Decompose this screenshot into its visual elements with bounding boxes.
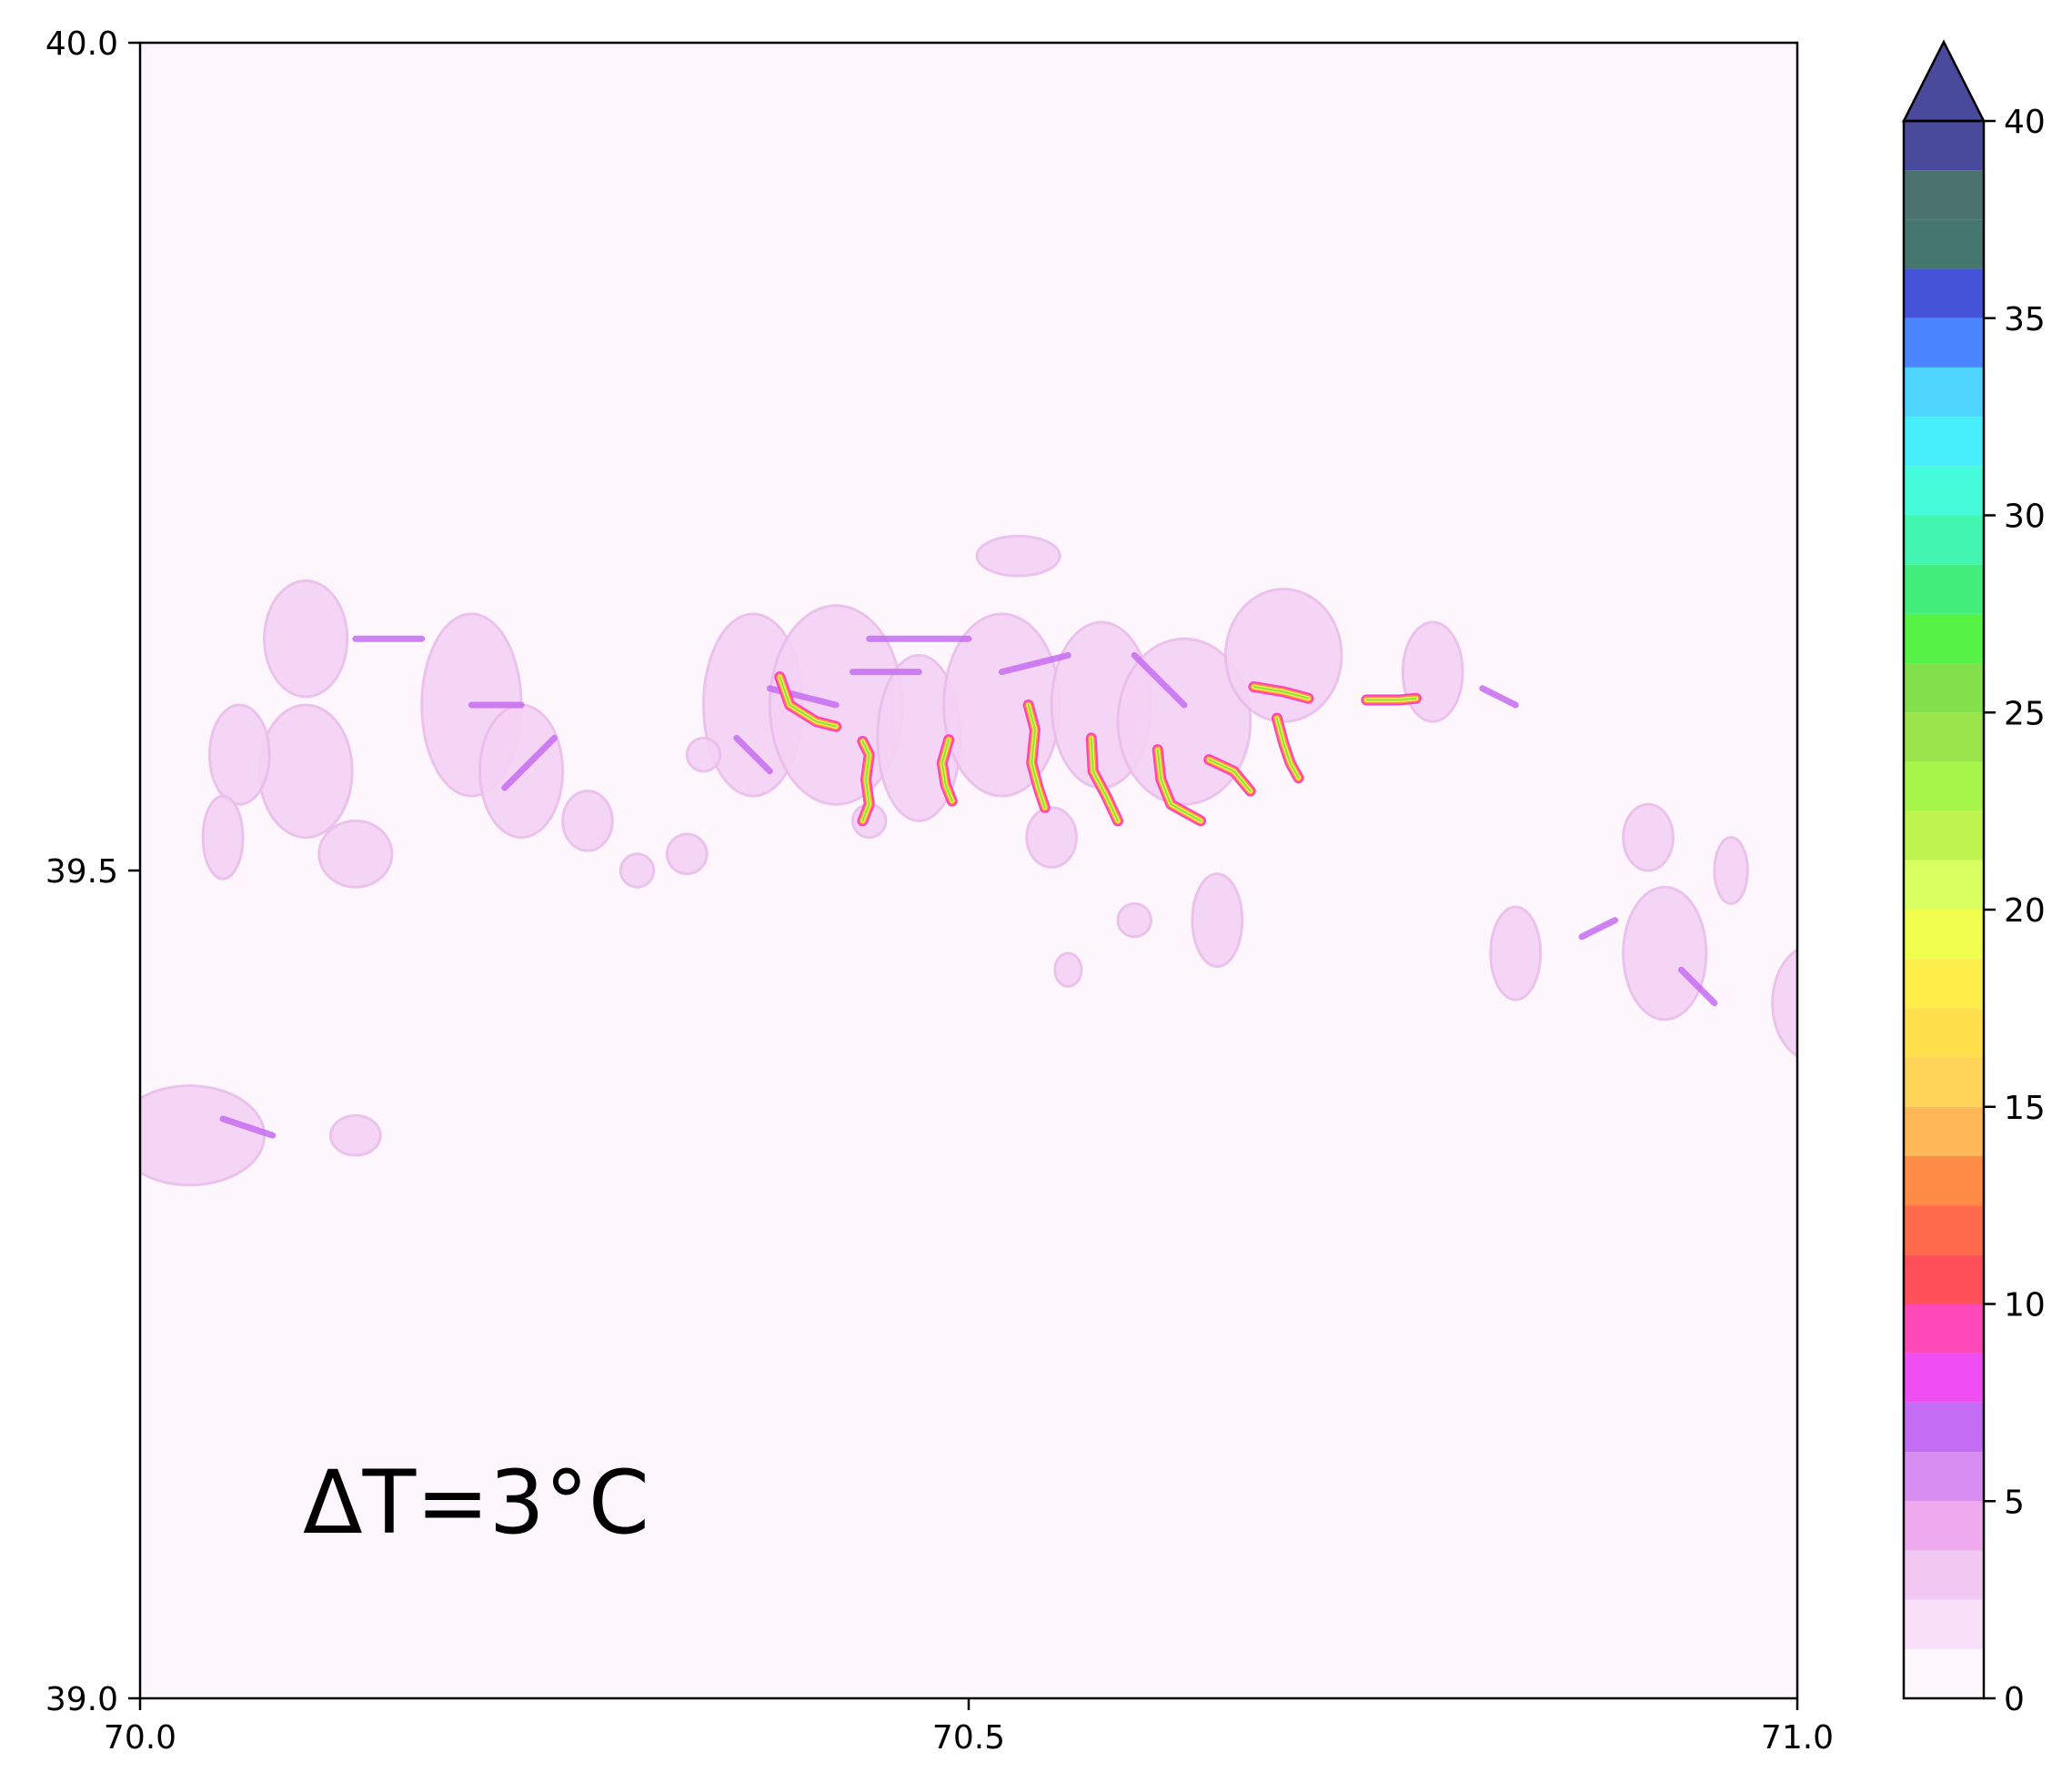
colorbar-level-17: [1904, 860, 1984, 910]
colorbar-level-30: [1904, 219, 1984, 269]
ridge-8: [1271, 712, 1304, 784]
terrain-patch-24: [1771, 948, 1797, 1058]
colorbar-tick-label-5: 20: [2004, 892, 2046, 930]
colorbar-level-20: [1904, 712, 1984, 762]
colorbar-level-16: [1904, 910, 1984, 960]
ridge-10: [1203, 754, 1256, 797]
terrain-patch-2: [257, 703, 354, 840]
colorbar-extend-arrow: [1901, 39, 1987, 123]
colorbar-tick-label-7: 30: [2004, 498, 2046, 536]
ridge-9: [1361, 692, 1422, 706]
colorbar-tick-label-2: 5: [2004, 1484, 2025, 1521]
terrain-patch-3: [317, 819, 394, 889]
streak-6: [998, 651, 1071, 676]
colorbar-tick-label-1: 0: [2004, 1681, 2025, 1718]
colorbar-level-5: [1904, 1452, 1984, 1502]
colorbar-level-6: [1904, 1402, 1984, 1453]
ridge-6: [1152, 744, 1207, 827]
terrain-patch-20: [1116, 901, 1152, 939]
terrain-patch-13: [1025, 806, 1078, 869]
streak-7: [1131, 651, 1188, 709]
ridge-2: [857, 736, 875, 827]
delta-t-annotation: ΔT=3°C: [303, 1452, 649, 1554]
colorbar-ticks: 0 5 10 15 20 25 30 35 40: [1984, 104, 2046, 1718]
colorbar-level-12: [1904, 1106, 1984, 1156]
terrain-patch-16: [975, 534, 1061, 578]
x-tick-label-1: 70.0: [104, 1719, 176, 1757]
terrain-patch-19: [1191, 872, 1244, 969]
colorbar-level-27: [1904, 367, 1984, 418]
streak-12: [219, 1115, 277, 1139]
terrain-patch-25: [1622, 802, 1675, 872]
x-tick-label-3: 71.0: [1761, 1719, 1834, 1757]
colorbar-level-23: [1904, 564, 1984, 614]
terrain-patch-26: [619, 852, 656, 889]
colorbar-tick-label-4: 15: [2004, 1090, 2046, 1127]
colorbar-level-31: [1904, 170, 1984, 220]
colorbar-level-24: [1904, 515, 1984, 565]
terrain-patch-21: [1053, 951, 1083, 988]
ridge-3: [936, 734, 958, 807]
ridge-5: [1085, 732, 1123, 827]
streak-10: [1578, 917, 1619, 941]
terrain-patch-31: [329, 1113, 382, 1157]
colorbar-level-21: [1904, 663, 1984, 713]
streak-3: [501, 734, 558, 791]
colorbar-tick-label-9: 40: [2004, 104, 2046, 141]
streak-13: [1479, 685, 1519, 709]
y-tick-label-1: 39.0: [45, 1681, 118, 1718]
colorbar-level-3: [1904, 1550, 1984, 1600]
terrain-patch-4: [208, 703, 271, 806]
colorbar-level-1: [1904, 1648, 1984, 1698]
map-panel: 70.0 70.5 71.0 39.0 39.5 40.0 ΔT=3°C: [45, 25, 1834, 1757]
streak-11: [1678, 966, 1718, 1007]
terrain-patch-29: [685, 736, 722, 773]
colorbar-tick-label-3: 10: [2004, 1287, 2046, 1324]
map-background: [140, 43, 1797, 1698]
terrain-patch-8: [561, 790, 614, 852]
colorbar-level-13: [1904, 1057, 1984, 1107]
ridge-7: [1248, 681, 1314, 704]
colorbar-levels: [1904, 121, 1984, 1698]
colorbar-level-18: [1904, 810, 1984, 861]
streak-layer: [219, 635, 1718, 1139]
terrain-patch-27: [665, 832, 709, 876]
colorbar-level-32: [1904, 121, 1984, 171]
terrain-patch-32: [1713, 836, 1749, 905]
colorbar-level-22: [1904, 613, 1984, 664]
x-tick-label-2: 70.5: [932, 1719, 1005, 1757]
terrain-patch-18: [1401, 620, 1464, 723]
ridge-4: [1022, 700, 1051, 813]
terrain-patch-5: [201, 794, 245, 881]
colorbar-level-15: [1904, 959, 1984, 1009]
colorbar-level-7: [1904, 1353, 1984, 1403]
y-tick-label-2: 39.5: [45, 853, 118, 891]
colorbar-level-4: [1904, 1501, 1984, 1551]
colorbar-level-29: [1904, 268, 1984, 318]
colorbar-level-19: [1904, 761, 1984, 811]
terrain-patch-1: [263, 579, 349, 699]
colorbar-level-2: [1904, 1599, 1984, 1649]
colorbar-level-11: [1904, 1155, 1984, 1206]
ridge-1: [774, 671, 842, 732]
colorbar: 0 5 10 15 20 25 30 35 40: [1901, 39, 2046, 1718]
colorbar-level-10: [1904, 1205, 1984, 1255]
colorbar-level-26: [1904, 417, 1984, 467]
colorbar-level-14: [1904, 1008, 1984, 1058]
ridge-layer: [774, 671, 1422, 827]
terrain-patch-30: [140, 1084, 267, 1187]
terrain-patch-23: [1622, 885, 1708, 1022]
colorbar-level-9: [1904, 1254, 1984, 1304]
colorbar-tick-label-6: 25: [2004, 695, 2046, 732]
terrain-patch-22: [1489, 905, 1543, 1002]
colorbar-level-25: [1904, 466, 1984, 516]
streak-8: [733, 734, 773, 775]
colorbar-level-8: [1904, 1304, 1984, 1354]
colorbar-level-28: [1904, 317, 1984, 367]
y-tick-label-3: 40.0: [45, 25, 118, 63]
terrain-patch-17: [1223, 588, 1343, 723]
colorbar-tick-label-8: 35: [2004, 301, 2046, 338]
